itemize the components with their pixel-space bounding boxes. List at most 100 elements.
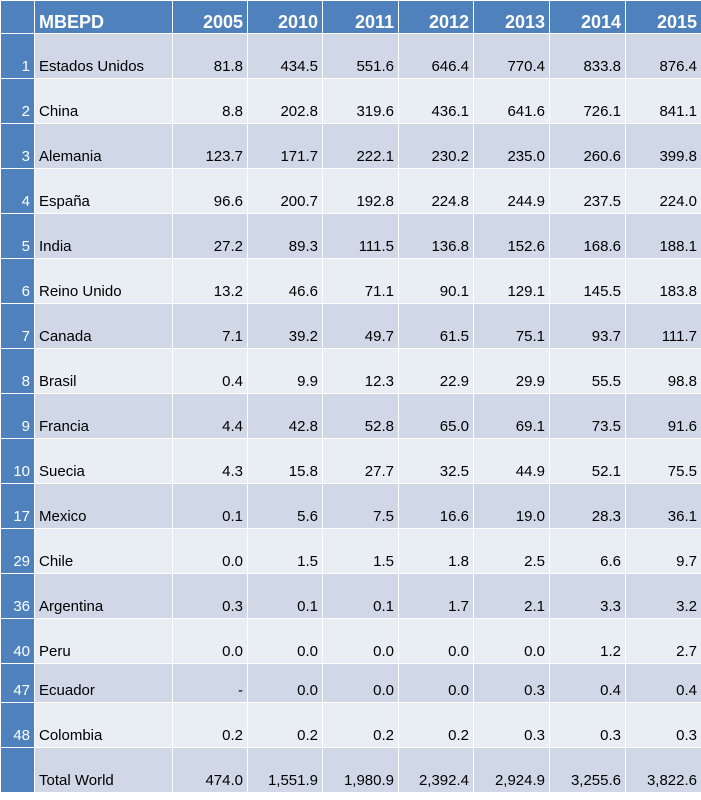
- table-row: 6 Reino Unido 13.2 46.6 71.1 90.1 129.1 145.5 18…: [0, 258, 701, 304]
- table-row: 7 Canada 7.1 39.2 49.7 61.5 75.1 93.7 111.7: [0, 303, 701, 349]
- value-cell-2014: 28.3: [549, 483, 626, 529]
- rank-cell: 17: [0, 483, 35, 529]
- rank-cell: 40: [0, 618, 35, 664]
- value-cell-2015: 224.0: [625, 168, 701, 214]
- header-label: MBEPD: [34, 0, 173, 34]
- value-cell-2015: 111.7: [625, 303, 701, 349]
- country-cell: España: [34, 168, 173, 214]
- country-cell: Colombia: [34, 702, 173, 748]
- value-cell-2015: 98.8: [625, 348, 701, 394]
- value-cell-2010: 0.0: [247, 663, 323, 703]
- value-cell-2014: 260.6: [549, 123, 626, 169]
- value-cell-2005: 0.4: [172, 348, 248, 394]
- table-row: 17 Mexico 0.1 5.6 7.5 16.6 19.0 28.3 36.1: [0, 483, 701, 529]
- rank-cell: 47: [0, 663, 35, 703]
- table-row: 1 Estados Unidos 81.8 434.5 551.6 646.4 770.4 8…: [0, 33, 701, 79]
- value-cell-2010: 89.3: [247, 213, 323, 259]
- value-cell-2013: 0.0: [473, 618, 550, 664]
- value-cell-2012: 16.6: [398, 483, 474, 529]
- value-cell-2012: 2,392.4: [398, 747, 474, 793]
- header-year: 2014: [549, 0, 626, 34]
- value-cell-2014: 833.8: [549, 33, 626, 79]
- value-cell-2013: 2.1: [473, 573, 550, 619]
- value-cell-2010: 5.6: [247, 483, 323, 529]
- value-cell-2005: 0.3: [172, 573, 248, 619]
- country-cell: Brasil: [34, 348, 173, 394]
- country-cell: Mexico: [34, 483, 173, 529]
- value-cell-2012: 1.7: [398, 573, 474, 619]
- value-cell-2010: 1.5: [247, 528, 323, 574]
- value-cell-2014: 93.7: [549, 303, 626, 349]
- value-cell-2012: 0.0: [398, 663, 474, 703]
- value-cell-2010: 15.8: [247, 438, 323, 484]
- value-cell-2015: 36.1: [625, 483, 701, 529]
- value-cell-2011: 1,980.9: [322, 747, 399, 793]
- value-cell-2011: 1.5: [322, 528, 399, 574]
- table-row: 2 China 8.8 202.8 319.6 436.1 641.6 726.1 841.1: [0, 78, 701, 124]
- value-cell-2013: 75.1: [473, 303, 550, 349]
- value-cell-2005: 0.0: [172, 528, 248, 574]
- value-cell-2012: 32.5: [398, 438, 474, 484]
- value-cell-2013: 641.6: [473, 78, 550, 124]
- value-cell-2015: 399.8: [625, 123, 701, 169]
- value-cell-2014: 52.1: [549, 438, 626, 484]
- value-cell-2011: 0.0: [322, 663, 399, 703]
- table-row: 9 Francia 4.4 42.8 52.8 65.0 69.1 73.5 91.6: [0, 393, 701, 439]
- value-cell-2014: 0.3: [549, 702, 626, 748]
- value-cell-2010: 434.5: [247, 33, 323, 79]
- header-year: 2015: [625, 0, 701, 34]
- value-cell-2005: -: [172, 663, 248, 703]
- value-cell-2011: 551.6: [322, 33, 399, 79]
- country-cell: Argentina: [34, 573, 173, 619]
- value-cell-2005: 96.6: [172, 168, 248, 214]
- table-body: 1 Estados Unidos 81.8 434.5 551.6 646.4 770.4 8…: [0, 33, 701, 793]
- country-cell: Canada: [34, 303, 173, 349]
- value-cell-2012: 0.0: [398, 618, 474, 664]
- value-cell-2013: 129.1: [473, 258, 550, 304]
- value-cell-2013: 44.9: [473, 438, 550, 484]
- value-cell-2005: 474.0: [172, 747, 248, 793]
- value-cell-2013: 0.3: [473, 702, 550, 748]
- header-year: 2010: [247, 0, 323, 34]
- value-cell-2012: 646.4: [398, 33, 474, 79]
- value-cell-2011: 0.0: [322, 618, 399, 664]
- rank-cell: 9: [0, 393, 35, 439]
- table-row: 29 Chile 0.0 1.5 1.5 1.8 2.5 6.6 9.7: [0, 528, 701, 574]
- value-cell-2015: 3.2: [625, 573, 701, 619]
- country-cell: Reino Unido: [34, 258, 173, 304]
- value-cell-2012: 65.0: [398, 393, 474, 439]
- value-cell-2005: 4.4: [172, 393, 248, 439]
- value-cell-2013: 244.9: [473, 168, 550, 214]
- value-cell-2015: 3,822.6: [625, 747, 701, 793]
- value-cell-2012: 1.8: [398, 528, 474, 574]
- table-row: 40 Peru 0.0 0.0 0.0 0.0 0.0 1.2 2.7: [0, 618, 701, 664]
- value-cell-2005: 13.2: [172, 258, 248, 304]
- header-year: 2013: [473, 0, 550, 34]
- value-cell-2011: 0.1: [322, 573, 399, 619]
- total-row: Total World 474.0 1,551.9 1,980.9 2,392.4 2,9…: [0, 747, 701, 793]
- rank-cell: 4: [0, 168, 35, 214]
- value-cell-2015: 0.4: [625, 663, 701, 703]
- table-row: 10 Suecia 4.3 15.8 27.7 32.5 44.9 52.1 75.5: [0, 438, 701, 484]
- country-cell: Total World: [34, 747, 173, 793]
- country-cell: Peru: [34, 618, 173, 664]
- value-cell-2013: 2,924.9: [473, 747, 550, 793]
- rank-cell: 48: [0, 702, 35, 748]
- value-cell-2015: 91.6: [625, 393, 701, 439]
- value-cell-2010: 171.7: [247, 123, 323, 169]
- value-cell-2014: 1.2: [549, 618, 626, 664]
- rank-cell: 1: [0, 33, 35, 79]
- rank-cell: 36: [0, 573, 35, 619]
- value-cell-2014: 3.3: [549, 573, 626, 619]
- rank-cell: 6: [0, 258, 35, 304]
- value-cell-2011: 52.8: [322, 393, 399, 439]
- value-cell-2010: 0.1: [247, 573, 323, 619]
- value-cell-2011: 12.3: [322, 348, 399, 394]
- header-row: MBEPD 2005 2010 2011 2012 2013 2014 2015: [0, 0, 701, 34]
- country-cell: Alemania: [34, 123, 173, 169]
- country-cell: India: [34, 213, 173, 259]
- value-cell-2011: 71.1: [322, 258, 399, 304]
- value-cell-2015: 75.5: [625, 438, 701, 484]
- header-year: 2012: [398, 0, 474, 34]
- value-cell-2010: 202.8: [247, 78, 323, 124]
